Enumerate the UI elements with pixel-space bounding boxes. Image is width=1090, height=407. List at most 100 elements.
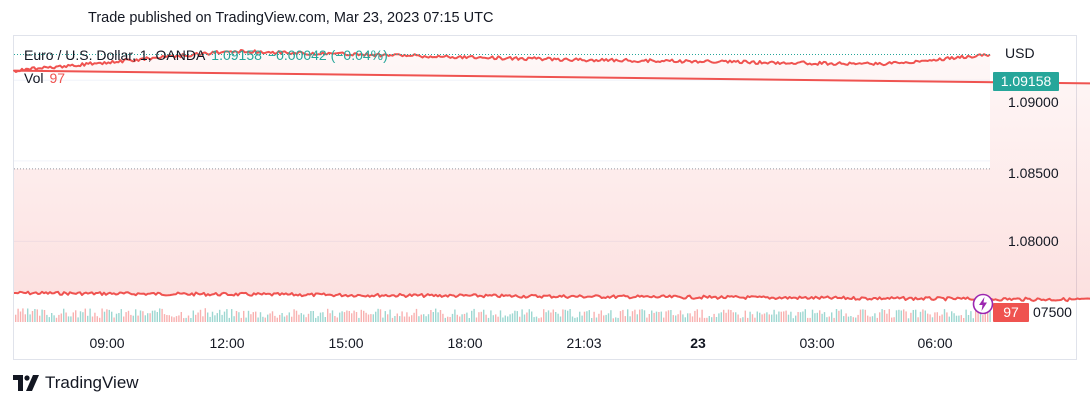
volume-bar xyxy=(600,310,602,322)
volume-bar xyxy=(199,309,202,322)
volume-bar xyxy=(468,318,470,322)
volume-legend[interactable]: Vol 97 xyxy=(24,70,65,86)
tradingview-logo-icon xyxy=(13,375,39,391)
volume-bar xyxy=(214,315,216,322)
volume-bar xyxy=(579,311,581,322)
volume-bar xyxy=(847,316,850,322)
x-tick: 21:03 xyxy=(566,335,602,351)
volume-bar xyxy=(843,316,845,322)
volume-bar xyxy=(473,308,475,322)
volume-bar xyxy=(742,317,744,322)
volume-bar xyxy=(727,309,730,322)
volume-bar xyxy=(183,318,185,322)
volume-bar xyxy=(775,314,778,322)
volume-bar xyxy=(478,312,480,322)
volume-bar xyxy=(581,315,583,322)
volume-bar xyxy=(161,308,163,322)
volume-bar xyxy=(526,312,528,322)
volume-bar xyxy=(924,310,926,322)
volume-bar xyxy=(631,311,634,322)
volume-bar xyxy=(91,316,94,322)
symbol-legend[interactable]: Euro / U.S. Dollar, 1, OANDA 1.09158 −0.00… xyxy=(24,47,388,63)
tradingview-logo[interactable]: TradingView xyxy=(13,373,139,393)
volume-bar xyxy=(245,317,247,322)
volume-bar xyxy=(963,318,965,322)
volume-bar xyxy=(785,310,787,322)
volume-bar xyxy=(487,317,490,322)
logo-text: TradingView xyxy=(45,373,139,392)
volume-bar xyxy=(483,309,485,322)
volume-bar xyxy=(538,318,540,322)
volume-bar xyxy=(276,317,278,322)
lightning-bolt-icon[interactable] xyxy=(972,293,994,315)
volume-bar xyxy=(533,317,535,322)
volume-bar xyxy=(202,316,204,322)
volume-bar xyxy=(180,312,182,322)
volume-bar xyxy=(34,309,36,322)
volume-bar xyxy=(898,309,900,322)
volume-bar xyxy=(127,310,130,322)
volume-bar xyxy=(36,309,38,322)
volume-bar xyxy=(612,318,614,322)
volume-bar xyxy=(641,309,643,322)
volume-bar xyxy=(883,310,886,322)
volume-bar xyxy=(912,310,914,322)
volume-bar xyxy=(759,312,761,322)
volume-bar xyxy=(185,317,187,322)
volume-bar xyxy=(862,309,864,322)
volume-bar xyxy=(960,315,962,322)
volume-bar xyxy=(509,314,511,322)
volume-bar xyxy=(147,313,149,322)
volume-bar xyxy=(84,308,86,322)
volume-bar xyxy=(423,314,425,322)
volume-bar xyxy=(809,317,811,322)
volume-bar xyxy=(768,314,770,322)
volume-bar xyxy=(552,309,554,322)
volume-bar xyxy=(348,311,350,322)
vol-value: 97 xyxy=(49,70,66,86)
volume-bar xyxy=(648,314,650,322)
volume-bar xyxy=(603,315,605,322)
y-tick: 07500 xyxy=(1033,304,1072,320)
volume-bar xyxy=(675,315,677,322)
volume-bar xyxy=(915,309,917,322)
volume-bar xyxy=(919,311,922,322)
volume-bar xyxy=(929,314,931,322)
volume-bar xyxy=(67,316,70,322)
volume-bar xyxy=(591,318,593,322)
volume-bar xyxy=(663,317,665,322)
volume-bar xyxy=(283,316,286,322)
volume-bar xyxy=(403,316,406,322)
volume-bar xyxy=(867,315,869,322)
volume-bar xyxy=(187,315,190,322)
volume-bar xyxy=(989,309,991,322)
volume-bar xyxy=(437,312,439,322)
volume-bar xyxy=(535,316,538,322)
volume-bar xyxy=(281,313,283,322)
volume-bar xyxy=(341,311,343,322)
volume-bar xyxy=(329,313,331,322)
volume-bar xyxy=(639,309,641,322)
volume-bar xyxy=(708,316,710,322)
volume-bar xyxy=(499,310,502,322)
volume-bar xyxy=(891,317,893,322)
volume-bar xyxy=(149,313,151,322)
volume-bar xyxy=(871,316,874,322)
volume-bar xyxy=(195,314,197,322)
x-tick: 18:00 xyxy=(447,335,483,351)
volume-bar xyxy=(749,311,751,322)
volume-bar xyxy=(118,313,120,322)
volume-bar xyxy=(586,311,588,322)
volume-bar xyxy=(351,313,353,322)
legend-price: 1.09158 xyxy=(211,47,262,63)
volume-bar xyxy=(154,310,156,322)
volume-bar xyxy=(190,318,192,322)
volume-bar xyxy=(948,316,950,322)
volume-bar xyxy=(694,310,696,322)
volume-bar xyxy=(51,313,53,322)
volume-bar xyxy=(519,316,521,322)
volume-bar xyxy=(679,310,682,322)
volume-bar xyxy=(555,312,557,322)
volume-bar xyxy=(550,312,552,322)
